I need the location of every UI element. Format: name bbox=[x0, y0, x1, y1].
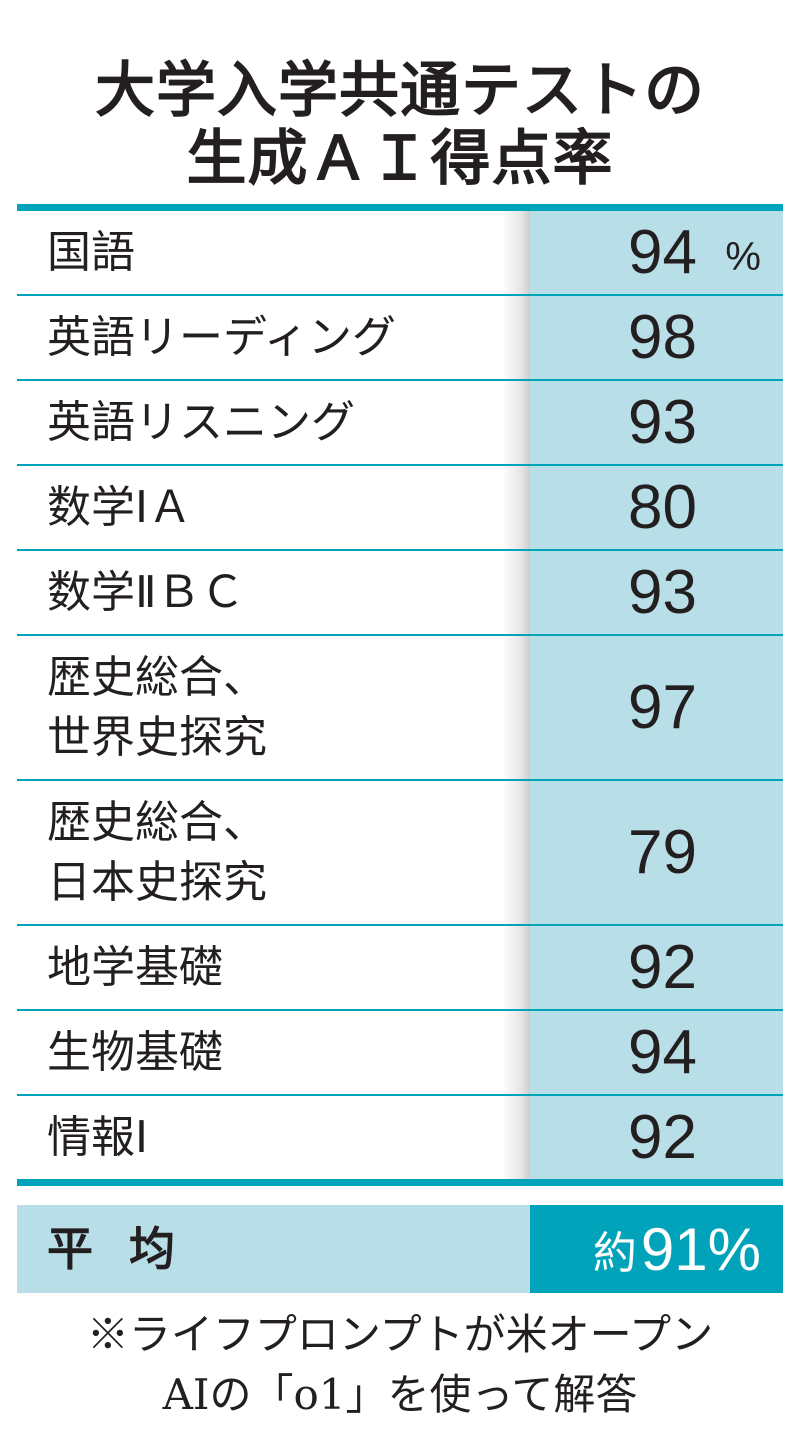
subject-label-line: 地学基礎 bbox=[47, 941, 223, 993]
score-cell: 97 bbox=[530, 636, 783, 779]
score-cell: 94% bbox=[530, 211, 783, 294]
subject-label: 情報Ⅰ bbox=[17, 1096, 530, 1179]
score-value: 94 bbox=[628, 1018, 697, 1087]
subject-label-line: 英語リスニング bbox=[47, 396, 355, 448]
table-row: 地学基礎 92 bbox=[17, 926, 783, 1011]
subject-label-line: 歴史総合、 bbox=[47, 796, 267, 848]
subject-label-line: 数学ⅠＡ bbox=[47, 481, 192, 533]
subject-label: 英語リーディング bbox=[17, 296, 530, 379]
table-row: 数学ⅠＡ 80 bbox=[17, 466, 783, 551]
subject-label: 数学ⅠＡ bbox=[17, 466, 530, 549]
table-row: 英語リスニング 93 bbox=[17, 381, 783, 466]
subject-label-line: 世界史探究 bbox=[47, 711, 267, 763]
score-cell: 93 bbox=[530, 551, 783, 634]
subject-label: 歴史総合、日本史探究 bbox=[17, 781, 530, 924]
table-row: 英語リーディング 98 bbox=[17, 296, 783, 381]
title-line-2: 生成ＡＩ得点率 bbox=[186, 124, 614, 194]
average-label: 平均 bbox=[17, 1205, 530, 1293]
average-value-cell: 約 91 % bbox=[530, 1205, 783, 1293]
subject-label: 英語リスニング bbox=[17, 381, 530, 464]
score-value: 93 bbox=[628, 558, 697, 627]
average-value: 91 bbox=[640, 1215, 708, 1283]
score-cell: 92 bbox=[530, 1096, 783, 1179]
subject-label-line: 英語リーディング bbox=[47, 311, 396, 363]
average-prefix: 約 bbox=[592, 1229, 637, 1278]
table-row: 歴史総合、日本史探究 79 bbox=[17, 781, 783, 926]
subject-label: 数学ⅡＢＣ bbox=[17, 551, 530, 634]
score-value: 92 bbox=[628, 1103, 697, 1172]
subject-label: 国語 bbox=[17, 211, 530, 294]
score-value: 79 bbox=[628, 818, 697, 887]
score-cell: 94 bbox=[530, 1011, 783, 1094]
average-unit: % bbox=[707, 1215, 761, 1283]
title-line-1: 大学入学共通テストの bbox=[95, 56, 705, 126]
table-row: 国語 94% bbox=[17, 211, 783, 296]
score-value: 80 bbox=[628, 473, 697, 542]
score-cell: 79 bbox=[530, 781, 783, 924]
subject-label-line: 歴史総合、 bbox=[47, 651, 267, 703]
subject-label-line: 数学ⅡＢＣ bbox=[47, 566, 245, 618]
score-value: 92 bbox=[628, 933, 697, 1002]
subject-label: 地学基礎 bbox=[17, 926, 530, 1009]
subject-label-line: 生物基礎 bbox=[47, 1026, 223, 1078]
footnote-line-2: AIの「o1」を使って解答 bbox=[162, 1370, 638, 1419]
subject-label: 生物基礎 bbox=[17, 1011, 530, 1094]
subject-label-line: 国語 bbox=[47, 226, 135, 278]
score-table: 国語 94% 英語リーディング 98 英語リスニング 93 数学ⅠＡ 80 数学ⅡＢＣ 93 歴史総… bbox=[17, 204, 783, 1186]
score-cell: 98 bbox=[530, 296, 783, 379]
score-value: 97 bbox=[628, 673, 697, 742]
score-value: 94 bbox=[628, 218, 697, 287]
score-value: 98 bbox=[628, 303, 697, 372]
table-row: 情報Ⅰ 92 bbox=[17, 1096, 783, 1186]
subject-label-line: 日本史探究 bbox=[47, 856, 267, 908]
average-row: 平均 約 91 % bbox=[17, 1205, 783, 1293]
table-row: 歴史総合、世界史探究 97 bbox=[17, 636, 783, 781]
footnote-line-1: ※ライフプロンプトが米オープン bbox=[86, 1310, 714, 1359]
score-cell: 93 bbox=[530, 381, 783, 464]
table-row: 生物基礎 94 bbox=[17, 1011, 783, 1096]
score-value: 93 bbox=[628, 388, 697, 457]
subject-label: 歴史総合、世界史探究 bbox=[17, 636, 530, 779]
unit-label: % bbox=[725, 234, 761, 279]
table-row: 数学ⅡＢＣ 93 bbox=[17, 551, 783, 636]
subject-label-line: 情報Ⅰ bbox=[47, 1111, 148, 1163]
score-cell: 80 bbox=[530, 466, 783, 549]
table-top-rule bbox=[17, 204, 783, 211]
score-cell: 92 bbox=[530, 926, 783, 1009]
